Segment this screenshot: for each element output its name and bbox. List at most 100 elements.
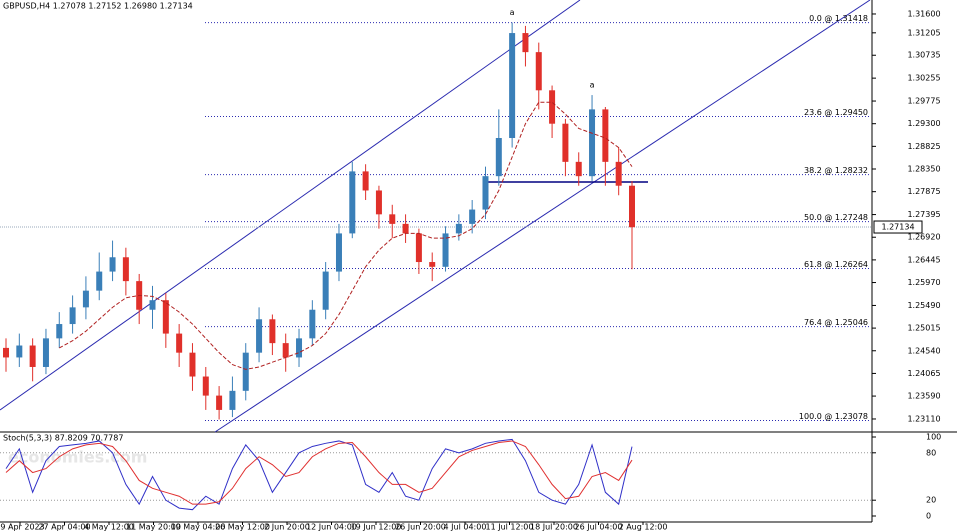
candle-body — [629, 185, 635, 228]
x-tick-label: 11 Jul 12:00 — [486, 523, 534, 532]
candle-body — [602, 109, 609, 162]
candle-body — [162, 300, 169, 334]
y-tick-label: 1.30255 — [907, 74, 940, 83]
candle-body — [482, 176, 489, 210]
x-tick-label: 12 Jun 04:00 — [306, 523, 357, 532]
candle-body — [56, 324, 63, 339]
current-price-box — [873, 220, 923, 234]
candle-body — [149, 300, 156, 310]
candle-body — [282, 343, 289, 358]
candle-body — [322, 271, 329, 310]
candle-body — [549, 90, 556, 124]
wave-label: a — [510, 8, 515, 17]
candle-body — [335, 233, 342, 272]
x-tick-label: 19 May 04:00 — [171, 523, 226, 532]
y-tick-label: 1.28350 — [907, 165, 940, 174]
candle-body — [202, 376, 209, 396]
y-tick-label: 1.27875 — [907, 187, 940, 196]
chart-title: GBPUSD,H4 1.27078 1.27152 1.26980 1.2713… — [3, 2, 193, 11]
channel-upper — [0, 0, 581, 411]
y-tick-label: 1.26445 — [907, 255, 940, 264]
candle-body — [589, 109, 596, 177]
stoch-tick-label: 20 — [926, 496, 936, 505]
candle-body — [402, 223, 409, 234]
y-tick-label: 1.25970 — [907, 278, 940, 287]
y-tick-label: 1.25490 — [907, 301, 940, 310]
x-tick-label: 26 Jun 20:00 — [395, 523, 446, 532]
candle-body — [562, 123, 569, 162]
fib-label: 23.6 @ 1.29450 — [804, 108, 868, 117]
x-tick-label: 27 Apr 04:00 — [38, 523, 90, 532]
candle-body — [3, 347, 9, 358]
y-tick-label: 1.31205 — [907, 28, 940, 37]
fib-label: 38.2 @ 1.28232 — [804, 166, 868, 175]
fib-label: 100.0 @ 1.23078 — [799, 412, 868, 421]
x-tick-label: 19 Jun 12:00 — [351, 523, 402, 532]
candle-body — [69, 307, 76, 325]
candle-body — [82, 290, 89, 308]
y-tick-label: 1.29300 — [907, 119, 940, 128]
candle-body — [242, 352, 249, 391]
candle-body — [442, 233, 449, 267]
y-tick-label: 1.29775 — [907, 97, 940, 106]
stoch-line — [5, 438, 633, 511]
fib-label: 0.0 @ 1.31418 — [809, 14, 868, 23]
stoch-tick-label: 0 — [926, 512, 931, 521]
x-tick-label: 4 Jul 04:00 — [444, 523, 487, 532]
candle-body — [176, 333, 183, 353]
x-tick-label: 4 May 12:00 — [84, 523, 134, 532]
candle-body — [256, 319, 263, 353]
candle-body — [495, 138, 502, 177]
candle-body — [96, 271, 103, 291]
candle-body — [216, 395, 223, 410]
y-tick-label: 1.23110 — [907, 414, 940, 423]
stoch-line — [5, 440, 633, 505]
current-price-label: 1.27134 — [881, 223, 914, 232]
candle-body — [349, 171, 356, 234]
fib-label: 76.4 @ 1.25046 — [804, 318, 868, 327]
x-tick-label: 18 Jul 20:00 — [530, 523, 578, 532]
stoch-tick-label: 100 — [926, 433, 941, 442]
candle-body — [42, 338, 49, 367]
wave-label: a — [590, 81, 595, 90]
candle-body — [309, 309, 316, 339]
stoch-tick-label: 80 — [926, 448, 936, 457]
candle-body — [362, 171, 369, 191]
candle-body — [296, 338, 303, 358]
candle-body — [415, 233, 422, 263]
x-tick-label: 2 Jun 20:00 — [264, 523, 310, 532]
candle-body — [389, 214, 396, 224]
stoch-title: Stoch(5,3,3) 87.8209 70.7787 — [3, 434, 123, 443]
candle-body — [109, 257, 116, 272]
candle-body — [469, 209, 476, 224]
candle-body — [522, 33, 529, 53]
candle-body — [16, 345, 23, 358]
x-tick-label: 19 Apr 2023 — [0, 523, 45, 532]
y-tick-label: 1.27395 — [907, 210, 940, 219]
candle-body — [375, 190, 382, 215]
candle-body — [535, 52, 542, 91]
candle-body — [575, 161, 582, 177]
y-tick-label: 1.30735 — [907, 51, 940, 60]
moving-average — [59, 101, 633, 370]
candle-body — [509, 33, 516, 139]
y-tick-label: 1.28825 — [907, 142, 940, 151]
y-tick-label: 1.25015 — [907, 324, 940, 333]
y-tick-label: 1.26920 — [907, 233, 940, 242]
candle-body — [429, 262, 436, 267]
candle-body — [122, 257, 129, 282]
y-tick-label: 1.31600 — [907, 9, 940, 18]
channel-lower — [214, 0, 871, 433]
y-tick-label: 1.24065 — [907, 369, 940, 378]
fib-label: 61.8 @ 1.26264 — [804, 260, 868, 269]
y-tick-label: 1.24540 — [907, 346, 940, 355]
fib-label: 50.0 @ 1.27248 — [804, 213, 868, 222]
candle-body — [615, 161, 622, 186]
candle-body — [189, 352, 196, 377]
candle-body — [29, 345, 36, 367]
candle-body — [229, 390, 236, 410]
watermark: economies.com — [8, 448, 147, 467]
x-tick-label: 26 Jul 04:00 — [575, 523, 623, 532]
candle-body — [269, 319, 276, 344]
